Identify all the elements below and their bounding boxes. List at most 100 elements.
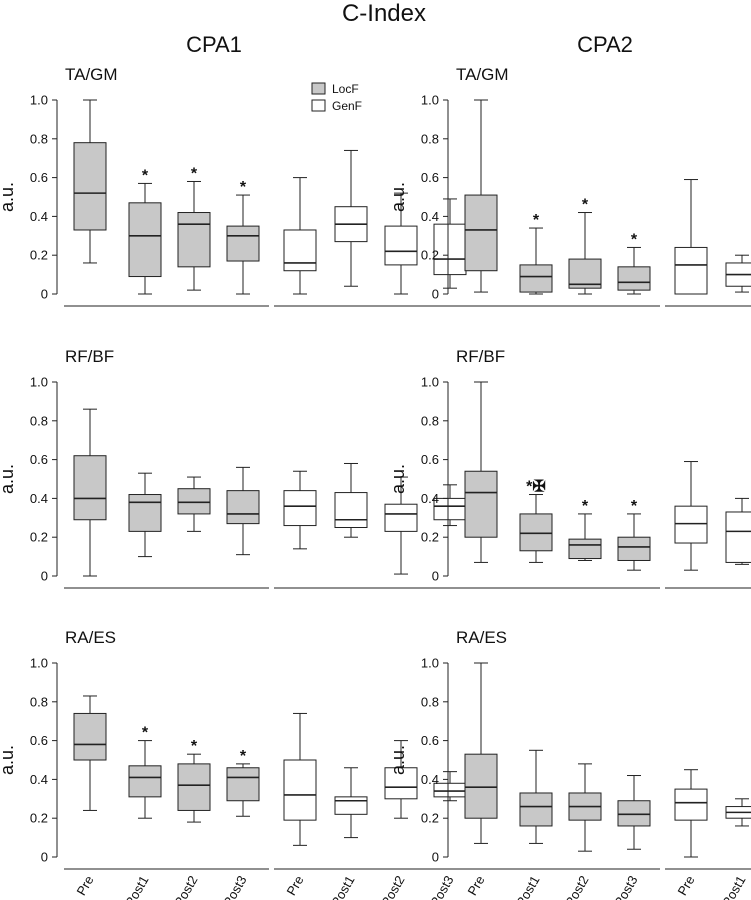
panel-cpa1-rf-bf-locf-post2-box	[177, 476, 211, 532]
panel-cpa2-ra-es-locf-post3-box	[617, 775, 651, 850]
panel-cpa2-rf-bf-locf-post1-iqr	[519, 513, 553, 552]
panel-cpa1-ta-gm-y-tick-label: 0.2	[30, 248, 48, 263]
panel-cpa2-rf-bf-title: RF/BF	[456, 347, 505, 366]
panel-cpa1-ra-es-y-label: a.u.	[0, 745, 17, 775]
legend-label-locf: LocF	[332, 82, 359, 96]
panel-cpa2-ra-es-y-tick-label: 0.8	[421, 694, 439, 709]
panel-cpa2-ta-gm-locf-post3-significance-marker: *	[631, 231, 638, 248]
panel-cpa2-rf-bf-locf-pre-box	[464, 381, 498, 563]
panel-cpa2-ra-es: RA/ES 0 0.2 0.4 0.6 0.8 1.0 a.u. Pre Post1 Post2 Po…	[388, 628, 751, 900]
panel-cpa1-rf-bf-genf-post2-iqr	[384, 503, 418, 532]
panel-cpa1-ta-gm-locf-post2-significance-marker: *	[191, 165, 198, 182]
panel-cpa1-ta-gm-y-tick-label: 1.0	[30, 93, 48, 108]
panel-cpa1-ra-es-locf-category-label: Post2	[171, 873, 201, 900]
panel-cpa1-ta-gm-locf-post2-box: *	[177, 165, 211, 291]
panel-cpa1-ta-gm-genf-post3-iqr	[433, 223, 467, 276]
panel-cpa1-ra-es-genf-post1-iqr	[334, 796, 368, 815]
column-title-cpa2: CPA2	[577, 32, 633, 57]
panel-cpa1-rf-bf-genf-pre-iqr	[283, 490, 317, 527]
panel-cpa1-rf-bf-y-label: a.u.	[0, 464, 17, 494]
panel-cpa2-ra-es-locf-post3-iqr	[617, 800, 651, 827]
panel-cpa2-rf-bf-y-tick-label: 0.2	[421, 530, 439, 545]
panel-cpa1-rf-bf-locf-post2-iqr	[177, 488, 211, 515]
panel-cpa2-ta-gm-locf-post1-significance-marker: *	[533, 212, 540, 229]
panel-cpa1-ta-gm-genf-post1-box	[334, 149, 368, 287]
panel-cpa2-ta-gm-locf-post1-box: *	[519, 212, 553, 295]
panel-cpa1-ra-es-y-tick-label: 0.2	[30, 811, 48, 826]
panel-cpa2-ta-gm-title: TA/GM	[456, 65, 509, 84]
panel-cpa1-ra-es-genf-category-label: Post3	[427, 873, 457, 900]
panel-cpa2-ta-gm: TA/GM 0 0.2 0.4 0.6 0.8 1.0 a.u. * * *	[388, 65, 751, 307]
panel-cpa2-ra-es-y-tick-label: 0.6	[421, 733, 439, 748]
panel-cpa1-rf-bf: RF/BF 0 0.2 0.4 0.6 0.8 1.0 a.u.	[0, 347, 476, 589]
panel-cpa1-rf-bf-locf-post3-iqr	[226, 490, 260, 525]
panel-cpa1-ra-es-locf-category-label: Post1	[122, 873, 152, 900]
panel-cpa1-ra-es-locf-post1-box: *	[128, 725, 162, 819]
panel-cpa1-ta-gm-locf-post1-box: *	[128, 167, 162, 295]
panel-cpa2-rf-bf-locf-post1-significance-marker: *✠	[526, 479, 546, 496]
panel-cpa1-ta-gm-y-label: a.u.	[0, 182, 17, 212]
panel-cpa2-rf-bf-genf-pre-box	[674, 461, 708, 571]
panel-cpa1-rf-bf-y-tick-label: 0.2	[30, 530, 48, 545]
panel-cpa2-ra-es-locf-pre-iqr	[464, 753, 498, 819]
panel-cpa2-ta-gm-locf-pre-box	[464, 99, 498, 293]
panel-cpa2-ta-gm-y-tick-label: 0.8	[421, 131, 439, 146]
panel-cpa2-ta-gm-locf-post2-box: *	[568, 197, 602, 295]
panel-cpa1-ra-es-locf-category-label: Pre	[73, 873, 96, 898]
panel-cpa2-ta-gm-locf-post2-iqr	[568, 258, 602, 289]
panel-cpa1-ra-es-locf-post1-iqr	[128, 765, 162, 798]
panel-cpa1-ra-es-genf-post2-iqr	[384, 767, 418, 800]
panel-cpa2-ra-es-locf-post2-box	[568, 763, 602, 852]
panel-cpa1-rf-bf-genf-pre-box	[283, 470, 317, 550]
figure-title: C-Index	[342, 0, 426, 27]
panel-cpa1-ra-es-locf-category-label: Post3	[220, 873, 250, 900]
panel-cpa2-ra-es-genf-category-label: Pre	[674, 873, 697, 898]
panel-cpa2-rf-bf-y-tick-label: 1.0	[421, 375, 439, 390]
panel-cpa2-ta-gm-genf-post1-box	[725, 254, 751, 293]
panel-cpa1-rf-bf-locf-post1-box	[128, 472, 162, 558]
panel-cpa2-ta-gm-locf-post1-iqr	[519, 264, 553, 293]
panel-cpa2-ta-gm-locf-post3-iqr	[617, 266, 651, 291]
legend-swatch-genf	[311, 99, 326, 112]
panel-cpa1-ta-gm-genf-pre-iqr	[283, 229, 317, 272]
panel-cpa1-ra-es-y-tick-label: 1.0	[30, 656, 48, 671]
panel-cpa1-rf-bf-genf-post1-box	[334, 462, 368, 538]
panel-cpa1-rf-bf-genf-post2-box	[384, 476, 418, 575]
panel-cpa1-ra-es-y-tick-label: 0.6	[30, 733, 48, 748]
panel-cpa2-rf-bf-locf-post3-iqr	[617, 536, 651, 561]
panel-cpa2-ra-es-locf-post1-iqr	[519, 792, 553, 827]
panel-cpa2-ra-es-y-tick-label: 1.0	[421, 656, 439, 671]
panel-cpa1-ta-gm-locf-post3-significance-marker: *	[240, 179, 247, 196]
panels: TA/GM 0 0.2 0.4 0.6 0.8 1.0 a.u. * * * TA/GM 0 0.2 0.4…	[0, 65, 751, 900]
panel-cpa2-ta-gm-y-tick-label: 1.0	[421, 93, 439, 108]
panel-cpa2-ra-es-locf-category-label: Post2	[562, 873, 592, 900]
panel-cpa1-ra-es-genf-post1-box	[334, 767, 368, 839]
panel-cpa2-rf-bf-locf-post2-significance-marker: *	[582, 498, 589, 515]
panel-cpa1-rf-bf-y-tick-label: 0.4	[30, 491, 48, 506]
panel-cpa2-ra-es-genf-pre-iqr	[674, 788, 708, 821]
legend: LocF GenF	[311, 82, 362, 113]
panel-cpa1-ta-gm-genf-post2-box	[384, 192, 418, 295]
panel-cpa2-ra-es-locf-pre-box	[464, 662, 498, 844]
panel-cpa1-ra-es-locf-pre-iqr	[73, 712, 107, 761]
panel-cpa2-ta-gm-y-tick-label: 0	[432, 287, 439, 302]
panel-cpa2-ra-es-locf-category-label: Post3	[611, 873, 641, 900]
panel-cpa2-ra-es-y-tick-label: 0.2	[421, 811, 439, 826]
panel-cpa1-ra-es-locf-post1-significance-marker: *	[142, 725, 149, 742]
panel-cpa1-rf-bf-locf-post1-iqr	[128, 494, 162, 532]
panel-cpa1-ta-gm-genf-post3-box	[433, 198, 467, 289]
panel-cpa2-ta-gm-genf-pre-box	[674, 179, 708, 295]
panel-cpa1-ra-es-locf-post3-iqr	[226, 767, 260, 802]
panel-cpa1-rf-bf-y-tick-label: 0.6	[30, 452, 48, 467]
panel-cpa2-ra-es-genf-category-label: Post1	[719, 873, 749, 900]
panel-cpa1-ra-es-y-tick-label: 0	[41, 850, 48, 865]
panel-cpa1-rf-bf-genf-post1-iqr	[334, 492, 368, 528]
panel-cpa1-ra-es-locf-post3-significance-marker: *	[240, 748, 247, 765]
panel-cpa2-rf-bf-locf-post3-box: *	[617, 498, 651, 571]
panel-cpa1-ra-es-genf-pre-box	[283, 712, 317, 846]
panel-cpa1-ra-es-locf-post2-iqr	[177, 763, 211, 811]
panel-cpa2-ta-gm-genf-pre-iqr	[674, 246, 708, 295]
panel-cpa2-ra-es-locf-post1-box	[519, 749, 553, 844]
panel-cpa2-rf-bf-genf-pre-iqr	[674, 505, 708, 544]
